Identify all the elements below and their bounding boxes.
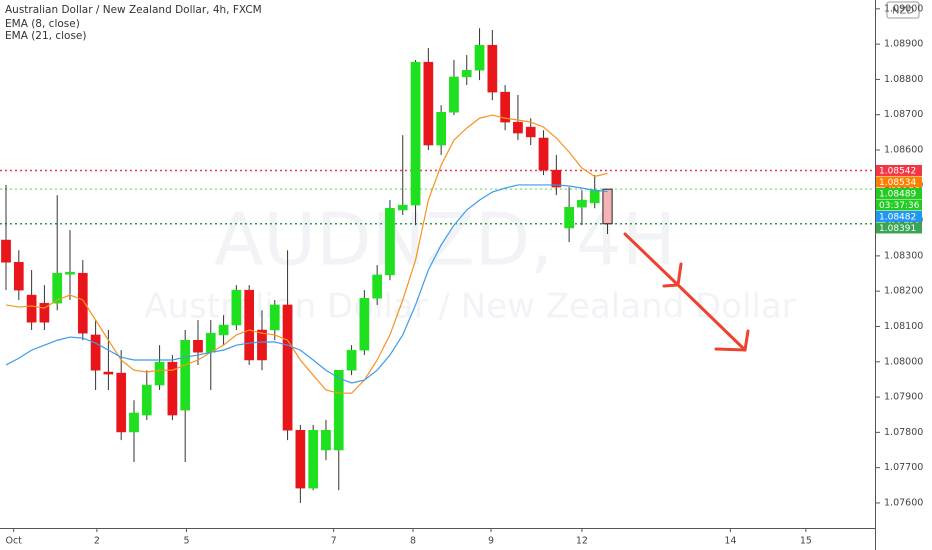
candle-body bbox=[500, 91, 510, 123]
candle-body bbox=[346, 349, 357, 371]
candle-body bbox=[180, 339, 191, 411]
candle-body bbox=[282, 304, 293, 431]
candle-body bbox=[13, 261, 24, 291]
candle-body bbox=[65, 271, 75, 275]
y-tick-label: 1.08700 bbox=[884, 109, 923, 120]
y-tick-label: 1.07600 bbox=[884, 497, 923, 508]
candle-body bbox=[116, 372, 127, 433]
currency: NZD bbox=[892, 6, 914, 17]
x-tick-label: 8 bbox=[410, 536, 416, 547]
y-tick-label: 1.07800 bbox=[884, 427, 923, 438]
candle-body bbox=[551, 169, 562, 188]
x-tick-label: 9 bbox=[488, 536, 494, 547]
candle-body bbox=[385, 207, 395, 276]
candle-body bbox=[141, 384, 152, 416]
candle-body bbox=[1, 239, 11, 263]
price-label-box bbox=[876, 164, 922, 176]
candle-body bbox=[538, 137, 549, 171]
candle-body bbox=[602, 188, 613, 225]
legend-entry: EMA (8, close) bbox=[5, 18, 80, 30]
candle-body bbox=[564, 206, 574, 229]
x-tick-label: 12 bbox=[576, 536, 588, 547]
candle-body bbox=[77, 272, 88, 334]
price-label-box bbox=[876, 187, 922, 199]
y-tick-label: 1.08000 bbox=[884, 356, 923, 367]
candle-body bbox=[308, 429, 319, 489]
candle-body bbox=[154, 361, 165, 386]
arrow-head bbox=[714, 329, 750, 352]
x-tick-label: 15 bbox=[800, 536, 812, 547]
chart-title: Australian Dollar / New Zealand Dollar, … bbox=[5, 4, 262, 16]
candle-body bbox=[577, 199, 587, 208]
price-label: 1.08391 bbox=[879, 224, 916, 234]
candle-body bbox=[410, 61, 421, 206]
price-label-box bbox=[876, 222, 922, 234]
plot-area bbox=[0, 28, 875, 503]
candle-body bbox=[90, 334, 101, 371]
ema-line bbox=[5, 114, 608, 394]
legend-entry: EMA (21, close) bbox=[5, 30, 87, 42]
candle-body bbox=[525, 126, 536, 138]
candle-body bbox=[397, 204, 408, 211]
currency-box bbox=[886, 1, 920, 19]
price-label: 1.08489 bbox=[879, 189, 916, 199]
candle-body bbox=[244, 289, 255, 361]
price-label: 1.08482 bbox=[879, 212, 916, 222]
candle-body bbox=[474, 44, 485, 71]
y-tick-label: 1.09000 bbox=[884, 3, 923, 14]
price-label: 1.08542 bbox=[879, 166, 916, 176]
x-tick-label: 7 bbox=[331, 536, 337, 547]
y-tick-label: 1.08300 bbox=[884, 250, 923, 261]
candle-body bbox=[52, 272, 63, 304]
price-label-box bbox=[876, 199, 922, 211]
drawn-arrows bbox=[623, 232, 750, 352]
candle-body bbox=[589, 189, 600, 204]
candle-body bbox=[513, 121, 523, 134]
candle-body bbox=[205, 332, 216, 353]
candle-body bbox=[461, 69, 472, 78]
candle-body bbox=[129, 412, 139, 433]
candle-body bbox=[26, 294, 37, 323]
candle-body bbox=[423, 61, 434, 146]
x-tick-label: 5 bbox=[183, 536, 189, 547]
y-tick-label: 1.07900 bbox=[884, 392, 923, 403]
y-tick-label: 1.08900 bbox=[884, 39, 923, 50]
candle-body bbox=[449, 76, 459, 113]
arrow-head bbox=[662, 262, 683, 288]
y-tick-label: 1.08100 bbox=[884, 321, 923, 332]
candle-body bbox=[257, 329, 267, 361]
y-tick-label: 1.08200 bbox=[884, 286, 923, 297]
candle-body bbox=[39, 302, 50, 323]
candle-body bbox=[372, 274, 383, 299]
x-tick-label: Oct bbox=[5, 536, 22, 547]
price-label: 1.08534 bbox=[879, 178, 916, 188]
candle-body bbox=[231, 289, 242, 326]
y-tick-label: 1.08600 bbox=[884, 145, 923, 156]
y-tick-label: 1.08800 bbox=[884, 74, 923, 85]
price-label-box bbox=[876, 210, 922, 222]
x-tick-label: 2 bbox=[94, 536, 100, 547]
candle-body bbox=[269, 304, 280, 331]
price-label: 03:37:36 bbox=[879, 201, 920, 211]
ema-line bbox=[5, 184, 608, 384]
candle-body bbox=[333, 369, 344, 451]
candle-body bbox=[436, 111, 447, 146]
candle-body bbox=[218, 324, 229, 336]
candle-body bbox=[193, 339, 203, 353]
candle-body bbox=[359, 297, 370, 351]
candle-body bbox=[103, 371, 114, 375]
price-label-box bbox=[876, 176, 922, 188]
candle-body bbox=[295, 429, 306, 489]
candle-body bbox=[321, 429, 331, 451]
candle-body bbox=[487, 44, 498, 93]
x-tick-label: 14 bbox=[724, 536, 736, 547]
candle-body bbox=[167, 361, 178, 416]
y-tick-label: 1.07700 bbox=[884, 462, 923, 473]
